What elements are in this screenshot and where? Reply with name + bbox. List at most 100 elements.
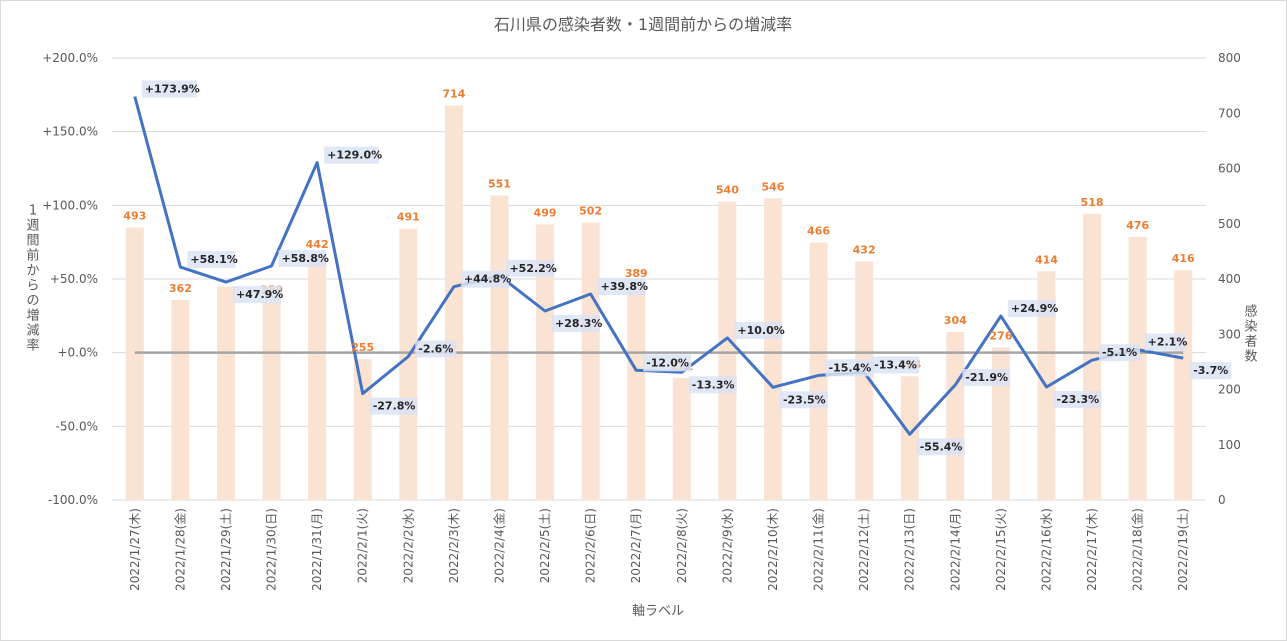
bar — [809, 242, 828, 500]
axis-title-char: か — [26, 264, 39, 279]
axis-title-char: 前 — [26, 248, 39, 264]
line-label-bg — [278, 250, 327, 268]
line-value-label: -23.5% — [783, 393, 826, 406]
x-axis-title: 軸ラベル — [632, 604, 684, 619]
x-tick-label: 2022/2/1(火) — [356, 508, 370, 583]
axis-title-char: 間 — [26, 234, 39, 249]
axis-title-char: 者 — [1244, 335, 1257, 350]
line-value-label: -23.3% — [1056, 393, 1099, 406]
line-label-bg — [141, 80, 197, 98]
line-value-label: +58.8% — [282, 252, 329, 265]
axis-title-char: 1 — [29, 204, 37, 219]
bar — [1083, 213, 1102, 500]
bar-value-label: 432 — [853, 243, 876, 256]
x-tick-label: 2022/1/30(日) — [265, 508, 279, 591]
line-data-labels: +173.9% +58.1% +47.9% +58.8% +129.0% -27.8% -2… — [141, 80, 1232, 456]
bar-value-label: 714 — [442, 88, 465, 101]
line-label-bg — [460, 270, 509, 288]
bar — [536, 224, 555, 501]
axis-title-char: ら — [26, 279, 39, 294]
bar — [490, 195, 509, 500]
bar-value-label: 466 — [807, 225, 830, 238]
left-axis-ticks: +200.0% +150.0% +100.0% +50.0% +0.0% -50.0% -1… — [42, 51, 98, 507]
x-tick-label: 2022/2/19(土) — [1176, 508, 1190, 591]
line-label-bg — [871, 356, 920, 374]
bar — [171, 299, 190, 500]
line-label-bg — [962, 368, 1011, 386]
bar-data-labels: 4933623594422554917145514995023892215405… — [123, 88, 1195, 373]
bar-value-label: 476 — [1126, 219, 1149, 232]
x-tick-label: 2022/2/4(金) — [491, 508, 506, 583]
bar — [946, 332, 965, 500]
bar-value-label: 276 — [989, 330, 1012, 343]
chart-title: 石川県の感染者数・1週間前からの増減率 — [494, 15, 792, 34]
bar — [1174, 270, 1193, 500]
axis-title-char: の — [26, 294, 39, 309]
bar-value-label: 540 — [716, 184, 739, 197]
line-value-label: -55.4% — [920, 440, 963, 453]
right-tick-label: 700 — [1218, 106, 1241, 120]
bar-value-label: 389 — [625, 267, 648, 280]
x-tick-label: 2022/2/2(水) — [401, 508, 415, 583]
line-value-label: +2.1% — [1148, 336, 1188, 349]
right-axis-title: 感染者数 — [1244, 304, 1257, 365]
bar-value-label: 255 — [351, 341, 374, 354]
axis-title-char: 減 — [26, 323, 39, 339]
right-tick-label: 600 — [1218, 162, 1241, 176]
bar-value-label: 414 — [1035, 253, 1058, 266]
x-tick-label: 2022/2/13(日) — [903, 508, 917, 591]
bar — [216, 286, 235, 500]
right-tick-label: 100 — [1218, 438, 1241, 452]
bar — [672, 377, 691, 500]
bar-value-label: 442 — [306, 238, 329, 251]
x-axis-ticks: 2022/1/27(木) 2022/1/28(金) 2022/1/29(土) 2022… — [128, 508, 1190, 591]
right-tick-label: 500 — [1218, 217, 1241, 231]
bar-value-label: 491 — [397, 211, 420, 224]
right-tick-label: 400 — [1218, 272, 1241, 286]
bar — [627, 285, 646, 500]
bar-value-label: 518 — [1081, 196, 1104, 209]
line-label-bg — [1007, 299, 1056, 317]
x-tick-label: 2022/2/9(水) — [720, 508, 734, 583]
line-value-label: -27.8% — [373, 400, 416, 413]
line-value-label: +58.1% — [190, 253, 237, 266]
right-tick-label: 800 — [1218, 51, 1241, 65]
bar — [308, 255, 327, 500]
line-label-bg — [415, 340, 457, 358]
bar — [353, 359, 372, 500]
line-value-label: +44.8% — [464, 273, 511, 286]
x-tick-label: 2022/1/28(金) — [172, 508, 187, 591]
line-value-label: +47.9% — [236, 288, 283, 301]
x-tick-label: 2022/2/3(木) — [447, 508, 461, 583]
bar-value-label: 499 — [534, 206, 557, 219]
x-tick-label: 2022/1/27(木) — [128, 508, 142, 591]
left-tick-label: +0.0% — [57, 346, 98, 360]
line-value-label: -2.6% — [418, 342, 453, 355]
left-tick-label: +200.0% — [42, 51, 98, 65]
bar-value-label: 551 — [488, 178, 511, 191]
x-tick-label: 2022/2/15(火) — [994, 508, 1008, 591]
x-tick-label: 2022/2/10(木) — [766, 508, 780, 591]
axis-title-char: 染 — [1244, 320, 1257, 335]
bar — [763, 198, 782, 500]
line-value-label: +24.9% — [1011, 302, 1058, 315]
left-tick-label: -50.0% — [56, 419, 98, 433]
x-tick-label: 2022/2/8(火) — [675, 508, 689, 583]
x-tick-label: 2022/2/14(月) — [948, 508, 962, 591]
line-label-bg — [1053, 390, 1102, 408]
right-axis-ticks: 800 700 600 500 400 300 200 100 0 — [1218, 51, 1241, 507]
line-value-label: -3.7% — [1193, 364, 1228, 377]
line-value-label: +52.2% — [509, 262, 556, 275]
line-value-label: +173.9% — [145, 82, 200, 95]
bar — [1128, 237, 1147, 500]
line-label-bg — [369, 397, 418, 415]
x-tick-label: 2022/2/16(水) — [1039, 508, 1053, 591]
left-tick-label: +100.0% — [42, 198, 98, 212]
line-value-label: -13.4% — [874, 358, 917, 371]
bar — [399, 228, 418, 500]
line-label-bg — [597, 278, 646, 296]
line-label-bg — [688, 376, 737, 394]
line-value-label: -13.3% — [692, 378, 735, 391]
bar — [718, 201, 737, 500]
